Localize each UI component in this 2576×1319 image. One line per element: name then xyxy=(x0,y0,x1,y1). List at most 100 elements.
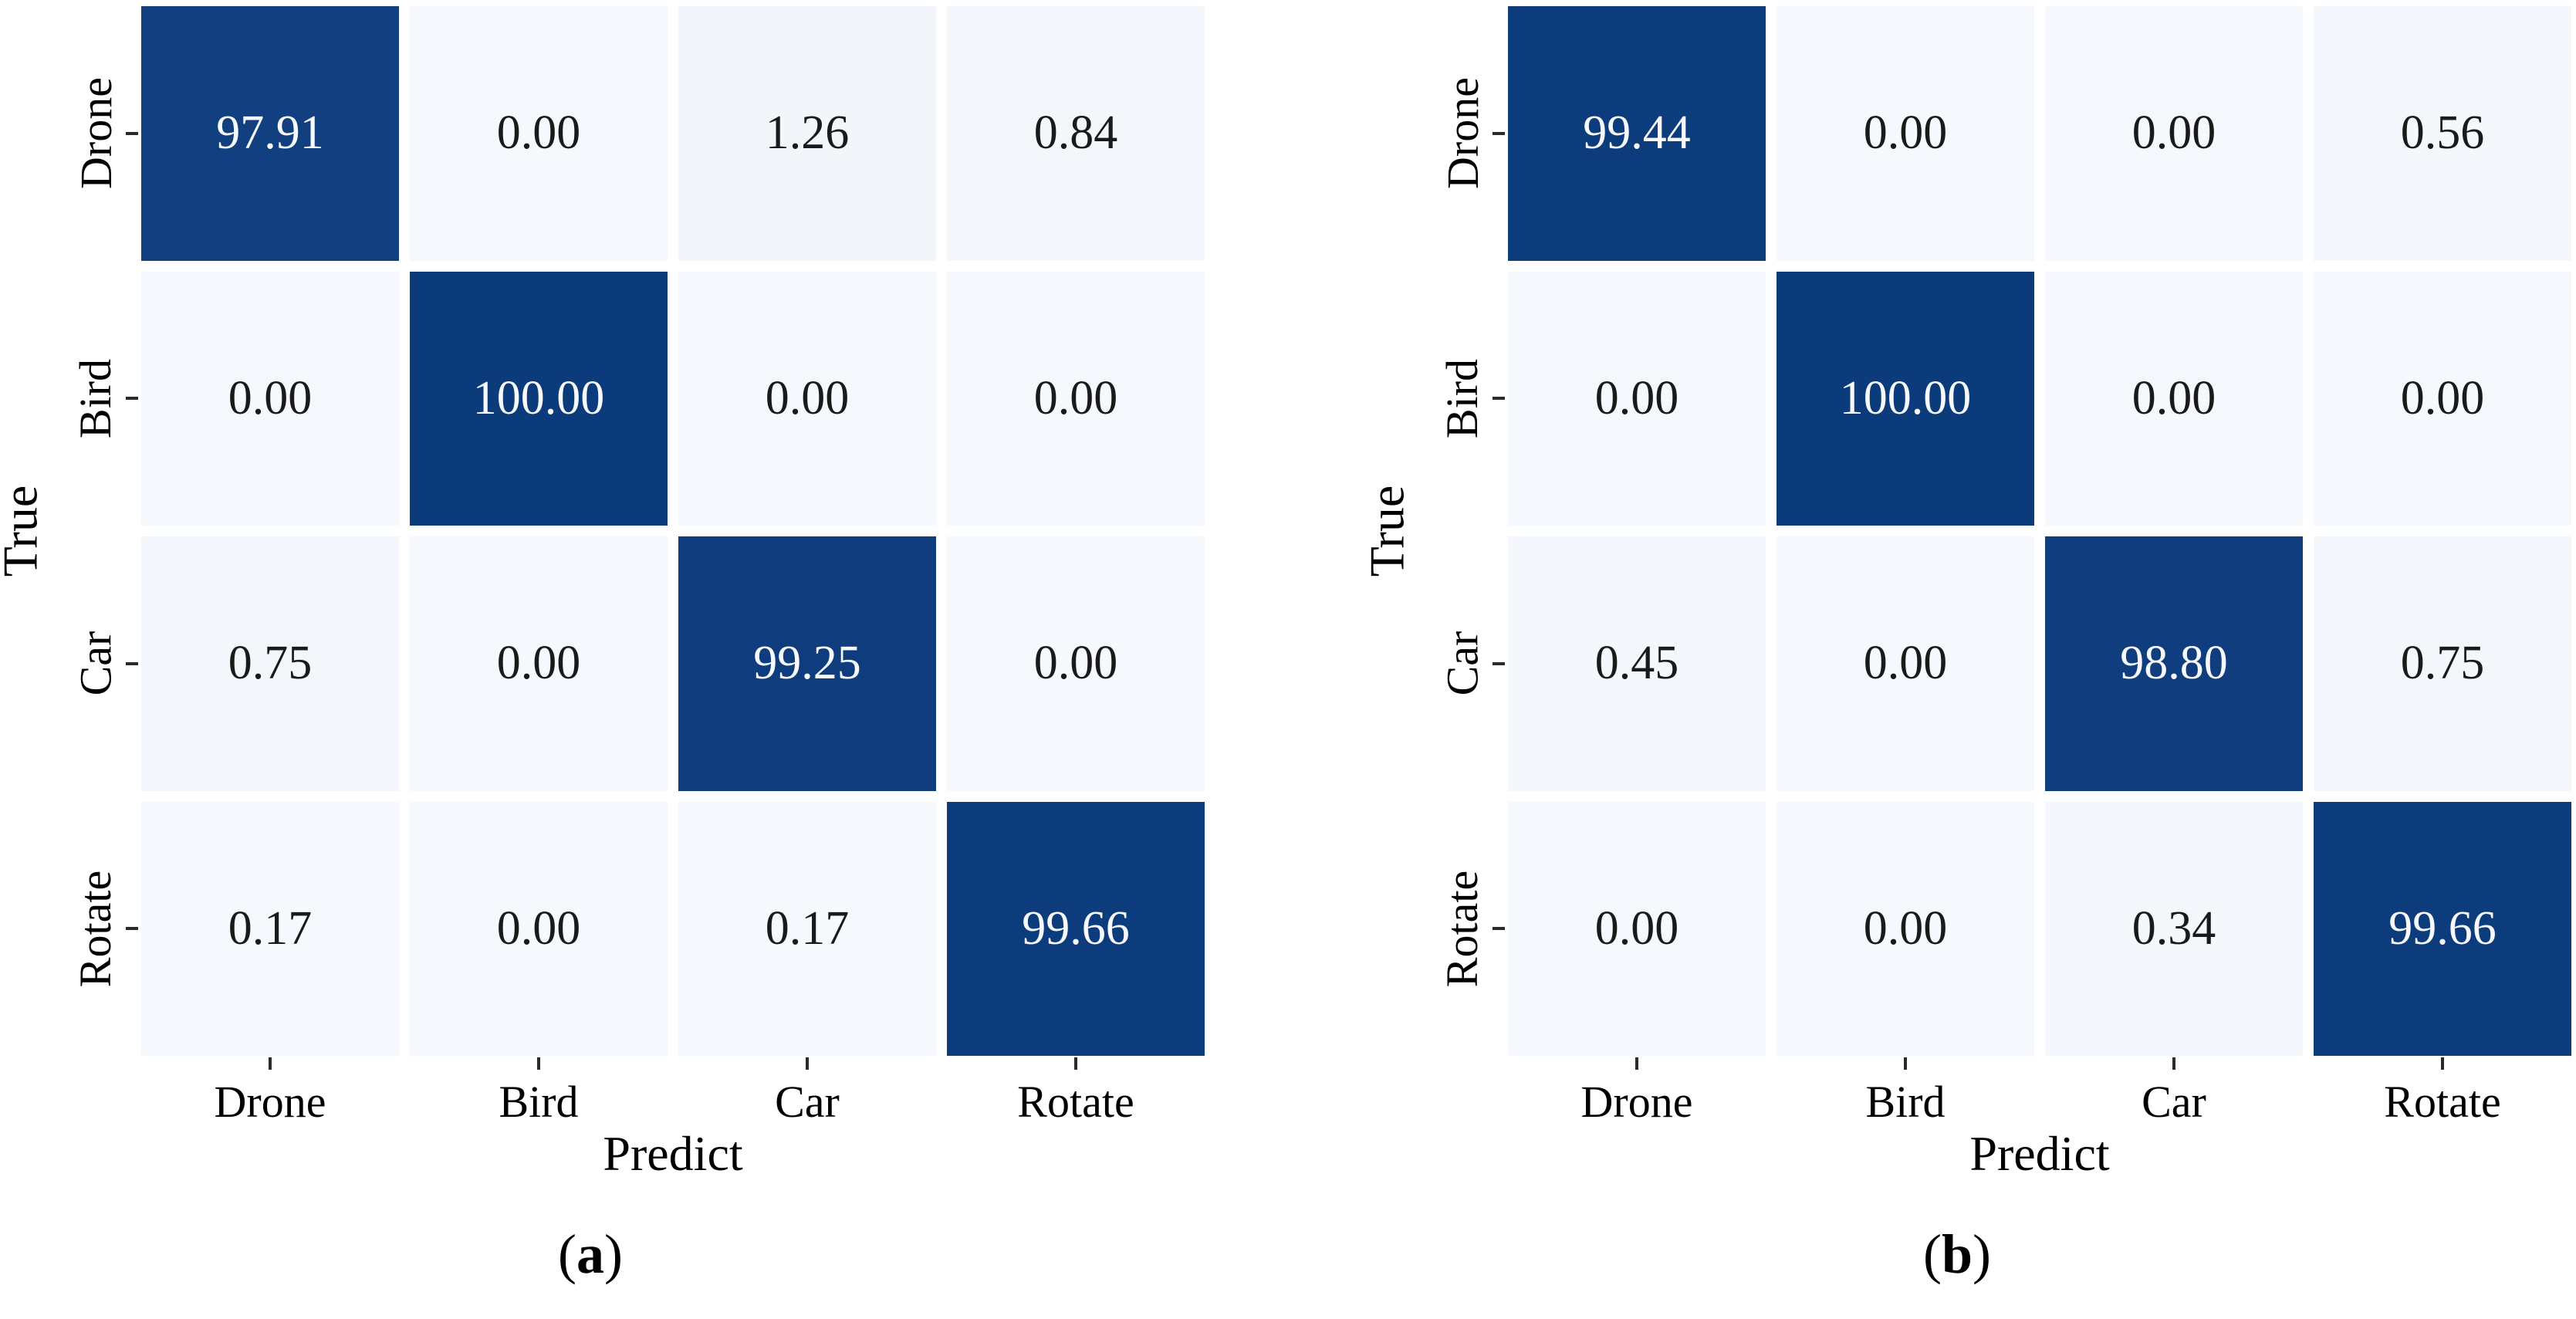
heatmap-grid: 97.91 0.00 1.26 0.84 0.00 100.00 0.00 0.00 0.75 0… xyxy=(141,6,1205,1056)
matrix-cell-value: 1.26 xyxy=(765,107,850,160)
y-tick-label-text: Drone xyxy=(1437,77,1488,190)
y-axis-title-text: True xyxy=(0,485,47,577)
y-axis-title: True xyxy=(0,6,48,1056)
matrix-cell-value: 0.34 xyxy=(2131,901,2216,955)
x-tick-label-drone: Drone xyxy=(1580,1077,1693,1127)
matrix-cell-bird-bird: 100.00 xyxy=(410,271,668,526)
heatmap-grid: 99.44 0.00 0.00 0.56 0.00 100.00 0.00 0.00 0.45 0… xyxy=(1508,6,2571,1056)
y-axis-title-text: True xyxy=(1359,485,1414,577)
matrix-cell-value: 0.17 xyxy=(765,901,850,955)
matrix-cell-value: 0.00 xyxy=(2131,371,2216,424)
y-tick-label-text: Rotate xyxy=(70,870,121,987)
caption-close-paren: ) xyxy=(1973,1223,1991,1285)
caption-close-paren: ) xyxy=(604,1223,623,1285)
matrix-cell-value: 0.00 xyxy=(765,371,850,424)
matrix-cell-value: 0.00 xyxy=(1863,901,1948,955)
caption-open-paren: ( xyxy=(1922,1223,1942,1285)
matrix-cell-car-car: 99.25 xyxy=(678,536,936,791)
x-axis-title: Predict xyxy=(603,1126,743,1181)
matrix-cell-rotate-bird: 0.00 xyxy=(1776,801,2034,1056)
y-tick-label-text: Bird xyxy=(1437,358,1488,438)
matrix-cell-rotate-drone: 0.17 xyxy=(141,801,399,1056)
matrix-cell-value: 0.00 xyxy=(228,371,313,424)
x-tick-label-bird: Bird xyxy=(1865,1077,1946,1127)
y-tick-label-text: Drone xyxy=(70,77,121,190)
matrix-cell-value: 0.84 xyxy=(1033,107,1118,160)
matrix-cell-car-rotate: 0.00 xyxy=(947,536,1205,791)
y-tick-mark xyxy=(126,927,138,931)
caption-letter: a xyxy=(576,1223,604,1285)
matrix-cell-drone-car: 0.00 xyxy=(2045,6,2303,261)
caption-letter: b xyxy=(1941,1223,1973,1285)
y-tick-mark xyxy=(1493,131,1505,135)
matrix-cell-bird-rotate: 0.00 xyxy=(2314,271,2571,526)
matrix-cell-rotate-car: 0.34 xyxy=(2045,801,2303,1056)
y-tick-label-text: Bird xyxy=(70,358,121,438)
x-tick-label-drone: Drone xyxy=(214,1077,326,1127)
matrix-cell-value: 0.00 xyxy=(1033,637,1118,690)
confusion-matrix-panel-b: True 99.44 0.00 0.00 0.56 0.00 100.00 0.00 0.00… xyxy=(1359,0,2576,1319)
y-tick-mark xyxy=(126,397,138,401)
matrix-cell-rotate-rotate: 99.66 xyxy=(2314,801,2571,1056)
matrix-cell-car-car: 98.80 xyxy=(2045,536,2303,791)
matrix-cell-car-bird: 0.00 xyxy=(1776,536,2034,791)
matrix-cell-drone-car: 1.26 xyxy=(678,6,936,261)
y-tick-label-text: Car xyxy=(1437,631,1488,696)
matrix-cell-bird-drone: 0.00 xyxy=(1508,271,1766,526)
subfigure-caption: (b) xyxy=(1803,1223,2111,1287)
x-tick-label-rotate: Rotate xyxy=(1017,1077,1134,1127)
x-tick-mark xyxy=(1635,1057,1638,1070)
y-tick-label-drone: Drone xyxy=(1435,2,1490,265)
matrix-cell-value: 0.00 xyxy=(1033,371,1118,424)
matrix-cell-drone-bird: 0.00 xyxy=(1776,6,2034,261)
x-tick-label-car: Car xyxy=(775,1077,840,1127)
matrix-cell-drone-rotate: 0.84 xyxy=(947,6,1205,261)
y-tick-mark xyxy=(1493,397,1505,401)
matrix-cell-value: 0.75 xyxy=(228,637,313,690)
y-tick-mark xyxy=(1493,661,1505,665)
x-tick-mark xyxy=(1074,1057,1077,1070)
x-tick-mark xyxy=(2441,1057,2444,1070)
y-tick-label-bird: Bird xyxy=(1435,267,1490,529)
caption-open-paren: ( xyxy=(558,1223,576,1285)
matrix-cell-value: 0.17 xyxy=(228,901,313,955)
matrix-cell-car-drone: 0.45 xyxy=(1508,536,1766,791)
matrix-cell-value: 0.00 xyxy=(1594,371,1679,424)
x-tick-label-car: Car xyxy=(2142,1077,2206,1127)
matrix-cell-car-drone: 0.75 xyxy=(141,536,399,791)
y-tick-label-car: Car xyxy=(1435,533,1490,795)
matrix-cell-value: 99.66 xyxy=(2388,901,2497,955)
y-axis-title: True xyxy=(1359,6,1415,1056)
y-tick-label-rotate: Rotate xyxy=(68,797,123,1060)
x-tick-label-rotate: Rotate xyxy=(2384,1077,2501,1127)
matrix-cell-value: 0.00 xyxy=(496,901,581,955)
matrix-cell-rotate-bird: 0.00 xyxy=(410,801,668,1056)
y-tick-label-car: Car xyxy=(68,533,123,795)
matrix-cell-car-rotate: 0.75 xyxy=(2314,536,2571,791)
matrix-cell-value: 0.00 xyxy=(1594,901,1679,955)
matrix-cell-value: 97.91 xyxy=(216,107,324,160)
matrix-cell-value: 100.00 xyxy=(472,371,605,424)
y-tick-mark xyxy=(126,661,138,665)
matrix-cell-bird-drone: 0.00 xyxy=(141,271,399,526)
y-tick-label-text: Rotate xyxy=(1437,870,1488,987)
matrix-cell-value: 0.00 xyxy=(496,107,581,160)
subfigure-caption: (a) xyxy=(436,1223,745,1287)
matrix-cell-bird-rotate: 0.00 xyxy=(947,271,1205,526)
x-tick-mark xyxy=(2172,1057,2175,1070)
matrix-cell-value: 99.66 xyxy=(1022,901,1130,955)
matrix-cell-rotate-drone: 0.00 xyxy=(1508,801,1766,1056)
y-tick-label-drone: Drone xyxy=(68,2,123,265)
matrix-cell-value: 0.00 xyxy=(1863,637,1948,690)
matrix-cell-value: 99.44 xyxy=(1583,107,1691,160)
x-tick-mark xyxy=(537,1057,540,1070)
matrix-cell-bird-car: 0.00 xyxy=(678,271,936,526)
matrix-cell-value: 100.00 xyxy=(1839,371,1972,424)
matrix-cell-car-bird: 0.00 xyxy=(410,536,668,791)
matrix-cell-drone-drone: 97.91 xyxy=(141,6,399,261)
matrix-cell-value: 0.00 xyxy=(496,637,581,690)
matrix-cell-rotate-car: 0.17 xyxy=(678,801,936,1056)
y-tick-label-rotate: Rotate xyxy=(1435,797,1490,1060)
matrix-cell-value: 98.80 xyxy=(2120,637,2228,690)
